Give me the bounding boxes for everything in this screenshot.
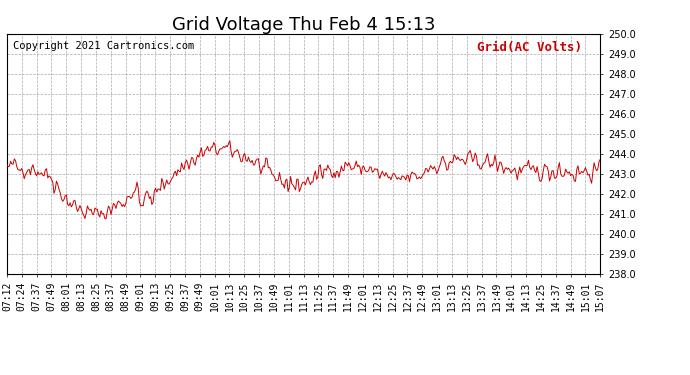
Text: Copyright 2021 Cartronics.com: Copyright 2021 Cartronics.com	[13, 41, 194, 51]
Text: Grid(AC Volts): Grid(AC Volts)	[477, 41, 582, 54]
Title: Grid Voltage Thu Feb 4 15:13: Grid Voltage Thu Feb 4 15:13	[172, 16, 435, 34]
